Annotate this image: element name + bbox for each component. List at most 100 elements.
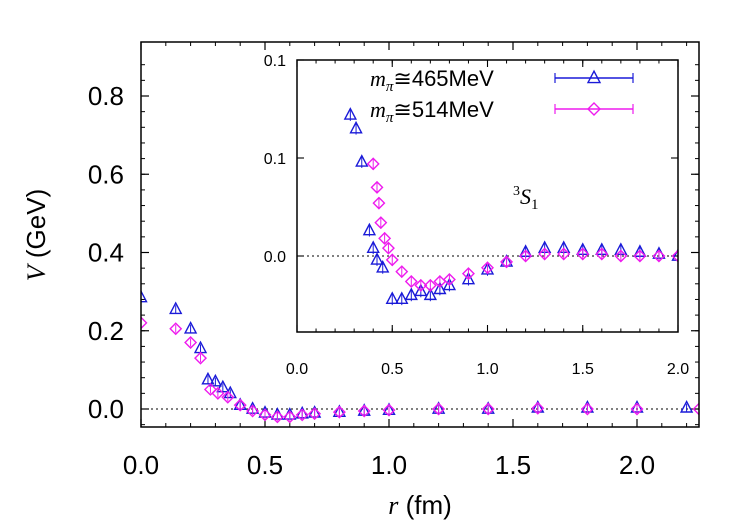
main-point-465 <box>208 373 223 387</box>
inset-series-marks <box>343 107 678 306</box>
main-y-tick-label: 0.2 <box>88 316 124 346</box>
inset-point-514 <box>385 253 399 267</box>
inset-point-514 <box>442 273 456 287</box>
main-point-514 <box>233 398 247 412</box>
main-plot-frame <box>140 41 700 428</box>
main-x-axis-label: r (fm) <box>388 490 452 520</box>
main-x-tick-label: 0.5 <box>247 450 283 480</box>
legend-label: mπ≅465MeV <box>370 66 494 95</box>
inset-point-514 <box>395 265 409 279</box>
main-point-514 <box>332 405 346 419</box>
inset-point-514 <box>366 157 380 171</box>
main-point-514 <box>184 335 198 349</box>
inset-point-514 <box>614 249 628 263</box>
inset-point-465 <box>423 287 438 301</box>
main-point-514 <box>258 408 272 422</box>
inset-annotation-3s1: 3S1 <box>513 184 539 213</box>
main-point-514 <box>357 404 371 418</box>
main-point-514 <box>481 402 495 416</box>
inset-point-465 <box>370 252 384 265</box>
inset-point-514 <box>481 261 494 275</box>
main-x-ticks: 0.0 0.5 1.0 1.5 2.0 <box>123 42 688 480</box>
inset-point-465 <box>366 240 380 254</box>
main-x-tick-label: 0.0 <box>123 450 159 480</box>
inset-point-465 <box>461 271 476 285</box>
inset-point-514 <box>372 196 386 210</box>
inset-point-514 <box>378 231 392 245</box>
main-point-514 <box>141 316 148 330</box>
main-y-tick-label: 0.6 <box>88 159 124 189</box>
inset-plot-frame <box>296 59 679 333</box>
main-y-tick-label: 0.8 <box>88 81 124 111</box>
inset-point-514 <box>404 274 418 288</box>
main-x-tick-label: 2.0 <box>619 450 655 480</box>
main-point-514 <box>531 401 545 415</box>
main-point-514 <box>283 410 297 424</box>
main-point-465 <box>183 321 198 334</box>
inset-point-514 <box>557 247 571 261</box>
main-point-465 <box>141 289 148 303</box>
inset-x-tick-label: 0.0 <box>286 361 308 378</box>
main-point-514 <box>211 386 225 400</box>
inset-point-465 <box>385 291 399 304</box>
inset-point-465 <box>442 277 457 291</box>
inset-x-tick-label: 1.0 <box>476 361 498 378</box>
inset-point-514 <box>538 247 552 261</box>
main-plot: 0.0 0.2 0.4 0.6 0.8 0.0 0.5 1.0 1.5 2.0 r (fm) V… <box>21 41 700 520</box>
inset-point-514 <box>652 249 666 263</box>
main-x-tick-label: 1.0 <box>371 450 407 480</box>
inset-point-465 <box>349 120 363 134</box>
main-point-514 <box>432 402 446 416</box>
main-point-465 <box>216 379 230 393</box>
main-point-514 <box>194 351 208 365</box>
inset-point-514 <box>500 255 514 269</box>
inset-y-tick-label: 0.0 <box>264 249 286 266</box>
main-point-514 <box>246 404 260 418</box>
main-y-tick-label: 0.0 <box>88 394 124 424</box>
inset-point-514 <box>374 216 388 230</box>
main-point-465 <box>481 401 495 414</box>
main-series-marks <box>141 289 699 424</box>
inset-point-465 <box>362 222 377 236</box>
inset-x-tick-label: 1.5 <box>572 361 594 378</box>
main-point-514 <box>630 402 644 416</box>
legend-marker <box>587 102 601 116</box>
inset-point-465 <box>355 154 369 167</box>
inset-point-514 <box>671 249 678 263</box>
main-point-514 <box>221 390 235 404</box>
inset-plot: 0.0 0.1 0.1 0.0 0.5 1.0 1.5 2.0 mπ≅465MeVmπ≅51… <box>264 53 689 378</box>
main-point-465 <box>431 401 446 414</box>
main-point-514 <box>692 402 699 416</box>
inset-y-tick-label: 0.1 <box>264 151 286 168</box>
main-point-465 <box>382 402 396 416</box>
main-point-514 <box>270 410 284 424</box>
main-point-514 <box>203 382 217 396</box>
main-point-465 <box>201 371 215 385</box>
main-y-ticks: 0.0 0.2 0.4 0.6 0.8 <box>88 64 699 426</box>
main-point-514 <box>295 408 309 422</box>
inset-y-tick-label: 0.1 <box>264 53 286 70</box>
inset-point-465 <box>376 259 390 273</box>
inset-point-465 <box>414 283 428 297</box>
inset-point-465 <box>404 287 418 301</box>
legend-label: mπ≅514MeV <box>370 97 494 126</box>
main-point-514 <box>580 402 594 416</box>
inset-point-514 <box>414 278 428 292</box>
inset-point-514 <box>633 249 647 263</box>
main-point-465 <box>169 301 183 315</box>
main-point-514 <box>382 403 396 417</box>
inset-background <box>297 60 678 332</box>
legend-marker <box>586 69 602 84</box>
inset-point-514 <box>595 247 609 261</box>
inset-point-465 <box>671 248 678 261</box>
inset-point-465 <box>343 107 357 120</box>
inset-point-514 <box>381 241 395 255</box>
inset-point-465 <box>433 281 447 295</box>
inset-x-tick-label: 0.5 <box>381 361 403 378</box>
main-point-465 <box>357 403 371 416</box>
inset-point-514 <box>576 247 590 261</box>
main-point-465 <box>233 397 247 410</box>
main-point-465 <box>679 400 694 413</box>
